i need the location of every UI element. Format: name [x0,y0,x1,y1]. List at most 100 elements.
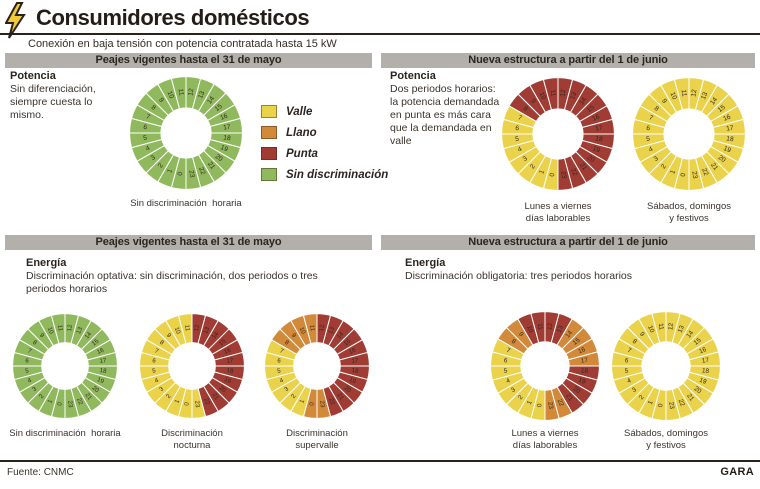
svg-text:20: 20 [91,385,101,395]
svg-text:21: 21 [336,392,346,402]
svg-text:23: 23 [66,400,74,408]
svg-text:3: 3 [150,154,157,162]
svg-text:12: 12 [66,324,74,332]
clock-energy-new-weekdays: 0 1 2 3 4 5 6 7 8 9 10 11 12 13 14 15 16 17 18 19 20 21 22 23 [490,311,600,426]
svg-text:16: 16 [722,113,732,122]
title-rule [0,33,760,35]
svg-text:19: 19 [96,376,106,385]
clock-caption-energy-old-nocturna: Discriminación nocturna [161,428,223,451]
svg-text:1: 1 [298,398,306,404]
svg-text:23: 23 [193,400,201,408]
svg-text:18: 18 [580,367,588,375]
svg-text:1: 1 [647,399,655,405]
svg-text:2: 2 [660,163,668,170]
svg-text:8: 8 [31,339,38,347]
svg-text:23: 23 [546,401,554,409]
power-old-title: Potencia [10,70,56,82]
svg-text:22: 22 [556,398,565,408]
svg-text:1: 1 [669,169,677,175]
svg-text:5: 5 [152,367,157,374]
svg-text:0: 0 [657,403,664,408]
svg-text:19: 19 [577,377,587,386]
svg-text:21: 21 [685,393,695,403]
svg-text:6: 6 [624,357,629,364]
svg-text:17: 17 [99,357,107,365]
page-title: Consumidores domésticos [36,5,310,30]
svg-text:19: 19 [223,376,233,385]
svg-text:11: 11 [657,323,665,331]
svg-text:13: 13 [556,324,565,334]
legend-label-valle: Valle [286,105,313,118]
clock-caption-power-new-weekend: Sábados, domingos y festivos [647,201,731,224]
svg-text:2: 2 [157,162,165,169]
svg-text:5: 5 [515,136,520,143]
svg-text:9: 9 [165,332,173,339]
svg-text:12: 12 [193,324,201,332]
svg-text:12: 12 [187,88,195,97]
svg-text:23: 23 [667,401,675,409]
svg-text:9: 9 [638,331,646,338]
svg-text:2: 2 [290,392,298,399]
svg-text:8: 8 [150,104,157,112]
legend-label-punta: Punta [286,147,318,160]
svg-text:9: 9 [157,97,165,104]
svg-text:15: 15 [343,337,353,347]
svg-text:19: 19 [219,144,229,153]
svg-text:21: 21 [564,393,574,403]
svg-text:21: 21 [211,392,221,402]
svg-text:6: 6 [277,357,282,364]
clock-energy-new-weekend: 0 1 2 3 4 5 6 7 8 9 10 11 12 13 14 15 16 17 18 19 20 21 22 23 [611,311,721,426]
svg-text:21: 21 [84,392,94,402]
svg-text:16: 16 [591,113,601,122]
svg-text:5: 5 [25,367,30,374]
svg-text:19: 19 [348,376,358,385]
svg-text:23: 23 [318,400,326,408]
svg-text:4: 4 [154,377,160,385]
clock-caption-energy-old-supervalle: Discriminación supervalle [286,428,348,451]
lightning-bolt-icon [5,2,26,39]
svg-text:12: 12 [559,89,567,98]
legend-label-sin_discriminacion: Sin discriminación [286,168,389,181]
svg-text:5: 5 [143,135,148,142]
svg-text:9: 9 [660,98,668,105]
svg-text:22: 22 [202,397,211,407]
power-old-description: Sin diferenciación, siempre cuesta lo mi… [10,83,96,121]
svg-text:20: 20 [572,385,582,395]
svg-text:3: 3 [653,155,660,163]
svg-text:16: 16 [223,347,233,356]
svg-text:15: 15 [572,337,582,347]
svg-text:15: 15 [218,337,228,347]
svg-text:18: 18 [99,367,107,375]
svg-text:3: 3 [283,385,290,393]
svg-text:13: 13 [202,326,211,336]
svg-text:8: 8 [158,339,165,347]
energy-new-description: Discriminación obligatoria: tres periodo… [405,270,633,282]
svg-text:18: 18 [595,135,604,143]
clock-caption-power-new-weekdays: Lunes a viernes días laborables [524,201,592,224]
legend-label-llano: Llano [286,126,317,139]
svg-text:19: 19 [722,145,732,154]
legend-swatch-llano [261,126,277,139]
svg-text:18: 18 [223,134,232,142]
svg-text:6: 6 [25,357,30,364]
clock-caption-energy-old-flat: Sin discriminación horaria [9,428,121,439]
svg-text:4: 4 [145,145,151,153]
svg-text:7: 7 [145,113,151,121]
svg-text:1: 1 [166,168,174,174]
svg-text:12: 12 [667,322,675,330]
svg-text:0: 0 [308,401,315,406]
svg-text:8: 8 [283,339,290,347]
svg-text:22: 22 [75,397,84,407]
svg-text:14: 14 [211,330,221,340]
svg-text:7: 7 [626,347,632,355]
svg-text:8: 8 [653,105,660,113]
svg-text:12: 12 [690,89,698,98]
svg-text:2: 2 [517,394,525,401]
clock-caption-power-old: Sin discriminación horaria [130,198,242,209]
svg-text:17: 17 [226,357,234,365]
svg-text:10: 10 [46,326,55,336]
svg-text:4: 4 [517,146,523,154]
svg-text:21: 21 [578,162,588,172]
clock-energy-old-nocturna: 0 1 2 3 4 5 6 7 8 9 10 11 12 13 14 15 16 17 18 19 20 21 22 23 [139,313,245,424]
